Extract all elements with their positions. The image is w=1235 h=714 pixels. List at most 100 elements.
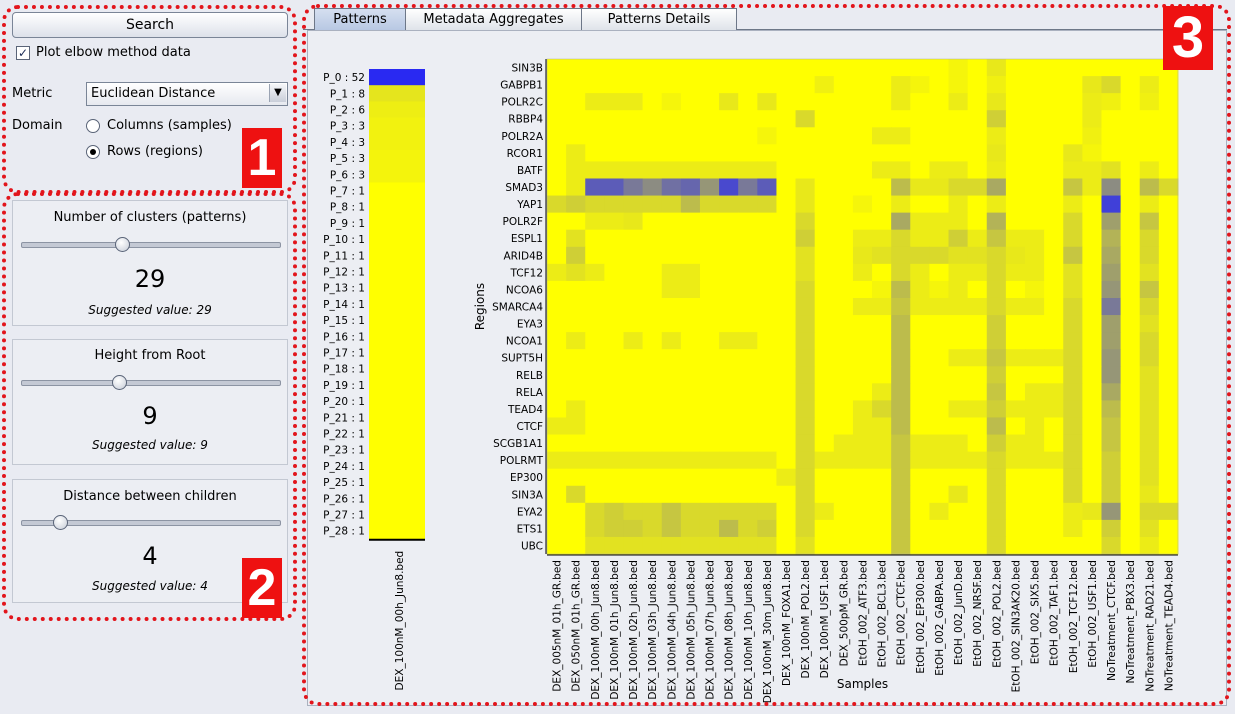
heatmap-cell	[1025, 178, 1045, 197]
heatmap-cell	[661, 417, 682, 436]
heatmap-cell	[1158, 519, 1179, 538]
heatmap-cell	[1120, 195, 1141, 214]
heatmap-cell	[795, 59, 816, 77]
heatmap-cell	[566, 451, 586, 470]
heatmap-cell	[585, 434, 605, 453]
heatmap-cell	[1120, 451, 1141, 470]
heatmap-cell	[872, 76, 892, 94]
heatmap-cell	[967, 519, 988, 538]
heatmap-cell	[795, 93, 816, 111]
heatmap-cell	[891, 383, 911, 401]
pattern-label: P_26 : 1	[323, 493, 365, 505]
column-label: NoTreatment_PBX3.bed	[1125, 560, 1137, 684]
heatmap-cell	[776, 366, 797, 384]
heatmap-cell	[929, 502, 950, 521]
heatmap-cell	[852, 161, 873, 179]
heatmap-cell	[910, 400, 930, 418]
height-slider-thumb[interactable]	[112, 375, 128, 390]
heatmap-cell	[680, 144, 701, 162]
heatmap-cell	[566, 229, 586, 248]
heatmap-cell	[699, 280, 720, 299]
radio-rows[interactable]	[86, 145, 100, 159]
row-label: ARID4B	[503, 250, 543, 262]
heatmap-cell	[547, 451, 567, 470]
heatmap-cell	[566, 315, 586, 333]
heatmap-cell	[566, 110, 586, 128]
heatmap-cell	[872, 110, 892, 128]
heatmap-cell	[795, 127, 816, 145]
row-label: EYA3	[517, 319, 543, 331]
heatmap-cell	[547, 161, 567, 179]
heatmap-cell	[833, 195, 854, 214]
pattern-cell	[369, 133, 425, 151]
heatmap-cell	[1139, 195, 1160, 214]
pattern-cell	[369, 295, 425, 313]
heatmap-cell	[1082, 468, 1102, 487]
column-label: DEX_500pM_GR.bed	[838, 560, 850, 666]
heatmap-cell	[967, 263, 988, 282]
heatmap-cell	[1005, 332, 1026, 350]
heatmap-cell	[1101, 161, 1122, 179]
heatmap-cell	[757, 229, 777, 248]
heatmap-cell	[661, 383, 682, 401]
heatmap-cell	[814, 280, 835, 299]
heatmap-cell	[1139, 536, 1160, 555]
heatmap-cell	[1005, 502, 1026, 521]
heatmap-cell	[547, 434, 567, 453]
heatmap-cell	[910, 144, 930, 162]
heatmap-cell	[1063, 468, 1083, 487]
chevron-down-icon[interactable]: ▼	[269, 84, 286, 102]
heatmap-cell	[1101, 110, 1122, 128]
heatmap-cell	[680, 451, 701, 470]
heatmap-cell	[623, 297, 644, 316]
heatmap-cell	[776, 161, 797, 179]
heatmap-cell	[1158, 297, 1179, 316]
clusters-slider-track[interactable]	[21, 242, 281, 248]
elbow-checkbox[interactable]: ✓	[16, 46, 30, 60]
tab-patterns-details[interactable]: Patterns Details	[581, 8, 737, 30]
heatmap-cell	[699, 400, 720, 418]
heatmap-cell	[680, 332, 701, 350]
heatmap-cell	[1101, 59, 1122, 77]
heatmap-cell	[719, 366, 739, 384]
distance-slider-track[interactable]	[21, 520, 281, 526]
metric-select[interactable]: Euclidean Distance ▼	[86, 82, 288, 106]
heatmap-cell	[1063, 212, 1083, 231]
heatmap-cell	[1101, 127, 1122, 145]
heatmap-cell	[776, 93, 797, 111]
heatmap-cell	[661, 144, 682, 162]
heatmap-cell	[1139, 349, 1160, 367]
heatmap-cell	[891, 178, 911, 197]
heatmap-cell	[642, 417, 663, 436]
heatmap-cell	[795, 400, 816, 418]
tab-patterns[interactable]: Patterns	[314, 8, 406, 30]
heatmap-cell	[872, 315, 892, 333]
heatmap-cell	[814, 59, 835, 77]
domain-label: Domain	[12, 118, 63, 133]
heatmap-cell	[738, 161, 758, 179]
radio-columns[interactable]	[86, 119, 100, 133]
heatmap-cell	[719, 536, 739, 555]
heatmap-cell	[604, 332, 624, 350]
heatmap-cell	[929, 178, 950, 197]
heatmap-cell	[948, 315, 969, 333]
heatmap-cell	[604, 110, 624, 128]
tab-metadata-aggregates[interactable]: Metadata Aggregates	[405, 8, 582, 30]
heatmap-cell	[623, 212, 644, 231]
clusters-slider-thumb[interactable]	[114, 237, 130, 252]
heatmap-cell	[547, 383, 567, 401]
distance-slider-thumb[interactable]	[52, 515, 68, 530]
heatmap-cell	[547, 212, 567, 231]
heatmap-cell	[986, 263, 1007, 282]
heatmap-cell	[1139, 59, 1160, 77]
heatmap-cell	[738, 315, 758, 333]
heatmap-cell	[585, 178, 605, 197]
pattern-cell	[369, 522, 425, 540]
search-button[interactable]: Search	[12, 12, 288, 38]
heatmap-cell	[814, 195, 835, 214]
height-slider-track[interactable]	[21, 380, 281, 386]
heatmap-cell	[948, 76, 969, 94]
row-label: POLR2C	[501, 97, 543, 109]
row-label: ETS1	[517, 523, 543, 535]
heatmap-cell	[776, 485, 797, 504]
